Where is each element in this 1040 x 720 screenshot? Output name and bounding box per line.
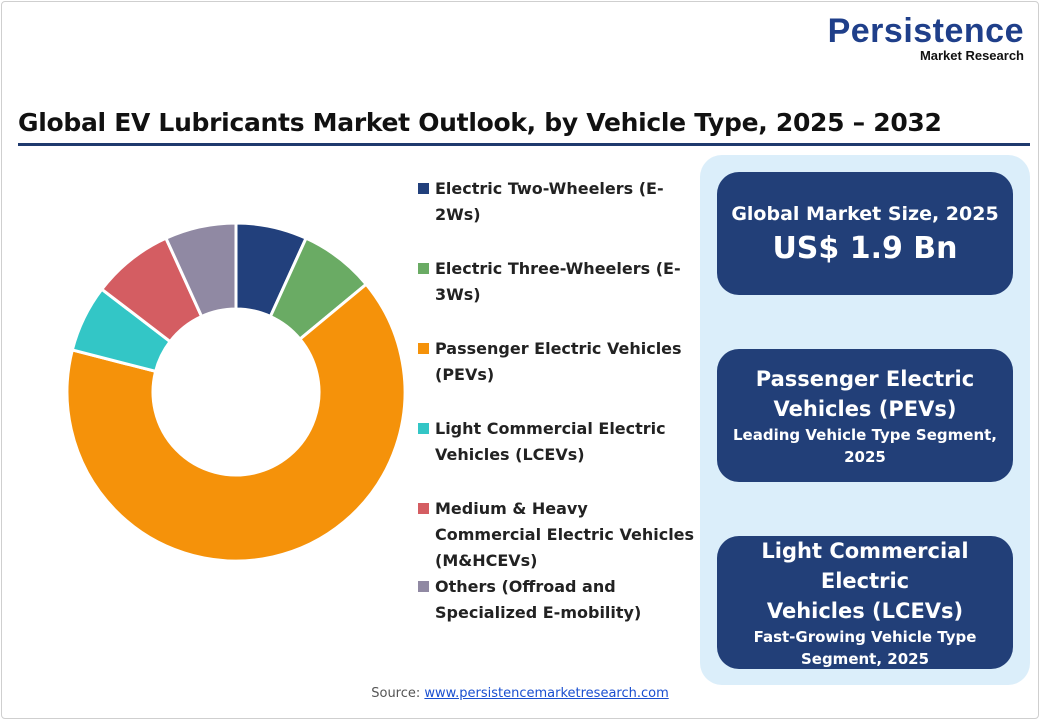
fast-growing-card: Light Commercial Electric Vehicles (LCEV…: [717, 536, 1013, 669]
legend-swatch: [418, 343, 429, 354]
legend-label: Medium & Heavy: [435, 499, 588, 518]
leading-segment-title: Passenger Electric: [755, 366, 975, 391]
fast-growing-subtitle: Fast-Growing Vehicle Type: [753, 627, 977, 646]
legend-label: (PEVs): [435, 365, 495, 384]
source-note: Source: www.persistencemarketresearch.co…: [0, 686, 1040, 701]
leading-segment-subtitle: 2025: [844, 447, 886, 466]
legend-label: Light Commercial Electric: [435, 419, 666, 438]
legend-label: (M&HCEVs): [435, 551, 538, 570]
legend-label: Passenger Electric Vehicles: [435, 339, 682, 358]
legend-label: Vehicles (LCEVs): [435, 445, 585, 464]
fast-growing-title: Light Commercial Electric: [761, 538, 969, 593]
legend-item-lcev: Light Commercial Electric Vehicles (LCEV…: [418, 416, 698, 468]
legend-swatch: [418, 581, 429, 592]
market-size-label: Global Market Size, 2025: [731, 202, 999, 225]
fast-growing-title: Vehicles (LCEVs): [766, 598, 964, 623]
legend-item-pev: Passenger Electric Vehicles (PEVs): [418, 336, 698, 388]
title-divider: [18, 143, 1030, 146]
legend-label: Electric Two-Wheelers (E-: [435, 179, 664, 198]
legend-item-mhcev: Medium & Heavy Commercial Electric Vehic…: [418, 496, 698, 574]
source-link[interactable]: www.persistencemarketresearch.com: [424, 686, 669, 701]
logo: Persistence Market Research: [828, 14, 1024, 64]
leading-segment-title: Vehicles (PEVs): [773, 396, 957, 421]
legend-item-e3w: Electric Three-Wheelers (E- 3Ws): [418, 256, 698, 308]
donut-chart: [65, 221, 407, 563]
legend: Electric Two-Wheelers (E- 2Ws) Electric …: [418, 176, 698, 626]
market-size-card: Global Market Size, 2025 US$ 1.9 Bn: [717, 172, 1013, 295]
legend-swatch: [418, 503, 429, 514]
legend-label: Specialized E-mobility): [435, 603, 642, 622]
fast-growing-subtitle: Segment, 2025: [800, 649, 930, 668]
legend-swatch: [418, 423, 429, 434]
leading-segment-subtitle: Leading Vehicle Type Segment,: [732, 425, 997, 444]
donut-slice-3: [65, 282, 407, 563]
legend-label: Commercial Electric Vehicles: [435, 525, 695, 544]
legend-label: 3Ws): [435, 285, 481, 304]
legend-label: 2Ws): [435, 205, 481, 224]
market-size-value: US$ 1.9 Bn: [772, 230, 958, 266]
donut-slice-6: [163, 221, 238, 319]
chart-title: Global EV Lubricants Market Outlook, by …: [18, 108, 942, 137]
leading-segment-card: Passenger Electric Vehicles (PEVs) Leadi…: [717, 349, 1013, 482]
source-label: Source:: [371, 686, 421, 701]
legend-label: Electric Three-Wheelers (E-: [435, 259, 681, 278]
logo-wordmark: Persistence: [827, 12, 1024, 50]
legend-swatch: [418, 183, 429, 194]
legend-item-others: Others (Offroad and Specialized E-mobili…: [418, 574, 698, 626]
logo-tagline: Market Research: [919, 48, 1024, 63]
legend-label: Others (Offroad and: [435, 577, 616, 596]
legend-item-e2w: Electric Two-Wheelers (E- 2Ws): [418, 176, 698, 228]
legend-swatch: [418, 263, 429, 274]
